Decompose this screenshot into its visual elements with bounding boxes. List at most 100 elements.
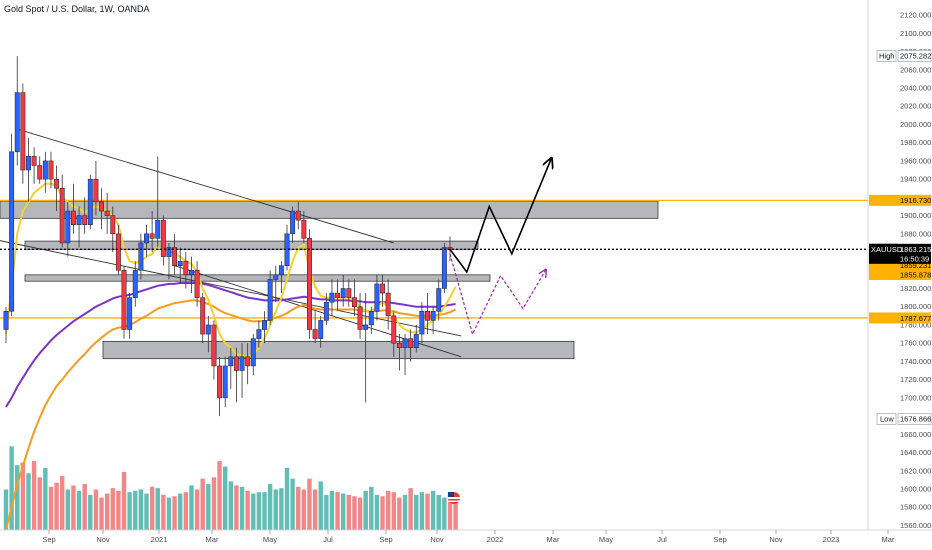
time-tick-label: Sep (379, 535, 392, 544)
time-tick-label: Nov (769, 535, 783, 544)
volume-bar (239, 486, 245, 530)
time-tick-label: Jul (657, 535, 667, 544)
candle-body (228, 356, 234, 367)
volume-bar (104, 493, 110, 530)
candle-body (239, 356, 245, 371)
volume-bar (318, 481, 323, 530)
price-axis-ticks: 2120.0002100.0002080.0002060.0002040.000… (900, 11, 931, 530)
candle-body (351, 297, 357, 307)
candle-body (14, 92, 20, 153)
candle-body (121, 270, 127, 330)
candle-body (93, 178, 99, 203)
time-tick-label: May (599, 535, 613, 544)
candle-body (42, 160, 48, 180)
level-1855-tag-bg (869, 268, 931, 280)
candle-body (295, 210, 301, 221)
low-label: Low (880, 415, 894, 424)
volume-bar (408, 488, 413, 530)
volume-bar (65, 489, 71, 530)
candle-body (65, 210, 71, 244)
level-1859-tag: 1859.231 (900, 261, 931, 270)
time-tick-label: Mar (206, 535, 219, 544)
trendline (17, 128, 394, 244)
candle-body (250, 338, 256, 367)
volume-bar (93, 489, 99, 530)
candle-body (3, 311, 9, 330)
price-tick-label: 2000.000 (900, 120, 931, 129)
candle-body (436, 288, 442, 312)
candle-body (380, 283, 385, 294)
symbol-tag: XAUUSD (871, 245, 903, 254)
candle-body (245, 356, 251, 367)
candle-body (217, 365, 223, 399)
candle-body (99, 201, 104, 212)
candle-body (307, 238, 312, 330)
volume-bar (363, 490, 368, 530)
price-tick-label: 1720.000 (900, 375, 931, 384)
candle-body (37, 165, 43, 180)
candle-body (278, 265, 284, 276)
volume-bar (442, 497, 447, 530)
candle-body (396, 342, 402, 348)
time-tick-label: May (263, 535, 277, 544)
volume-bar (189, 485, 194, 530)
volume-bar (425, 493, 430, 530)
candle-body (87, 178, 93, 225)
volume-bar (397, 497, 402, 530)
volume-bar (346, 494, 352, 530)
volume-bar (60, 476, 65, 530)
candle-body (48, 160, 54, 180)
candle-body (20, 92, 26, 171)
volume-bar (414, 494, 419, 530)
volume-bar (133, 490, 138, 530)
high-value-box (897, 50, 932, 62)
time-tick-label: Nov (96, 535, 110, 544)
volume-bar (54, 482, 59, 530)
candle-body (273, 274, 279, 280)
volume-bar (312, 489, 318, 530)
candle-body (363, 324, 369, 330)
candle-body (256, 329, 262, 339)
projection-layer (449, 159, 551, 336)
volume-bar (183, 492, 189, 530)
volume-bar (453, 497, 458, 530)
high-value: 2075.282 (900, 52, 931, 61)
projection-path-purple (449, 253, 546, 336)
candle-body (402, 338, 408, 348)
candle-body (160, 219, 166, 257)
low-label-box (876, 413, 897, 425)
candle-body (149, 233, 155, 239)
volume-bar (71, 485, 76, 530)
volume-bar (228, 481, 233, 530)
volume-bar (369, 486, 374, 530)
candle-body (301, 219, 307, 239)
price-tick-label: 2060.000 (900, 65, 931, 74)
time-tick-label: 2021 (151, 535, 168, 544)
volume-bar (99, 497, 104, 530)
candle-body (323, 301, 329, 321)
volume-bar (234, 485, 239, 530)
volume-bar (121, 471, 127, 530)
price-tick-label: 1740.000 (900, 357, 931, 366)
volume-bar (374, 494, 380, 530)
volume-bar (402, 494, 408, 530)
price-tick-label: 2040.000 (900, 84, 931, 93)
level-1859-tag-bg (869, 259, 931, 271)
volume-bar (217, 461, 222, 530)
volume-bar (385, 490, 391, 530)
volume-bar (161, 494, 166, 530)
price-tick-label: 2020.000 (900, 102, 931, 111)
candle-body (408, 338, 414, 348)
ema-slow-line (5, 282, 456, 408)
volume-bar (436, 494, 441, 530)
volume-bar (245, 490, 250, 530)
level-1916-tag: 1916.730 (900, 196, 931, 205)
time-axis (0, 530, 932, 550)
candle-body (430, 311, 436, 321)
candle-body (104, 210, 110, 216)
volume-bar (279, 488, 284, 530)
volume-bar (341, 493, 346, 530)
time-tick-label: Sep (713, 535, 726, 544)
us-flag-icon[interactable] (448, 492, 460, 504)
candle-body (385, 292, 391, 317)
